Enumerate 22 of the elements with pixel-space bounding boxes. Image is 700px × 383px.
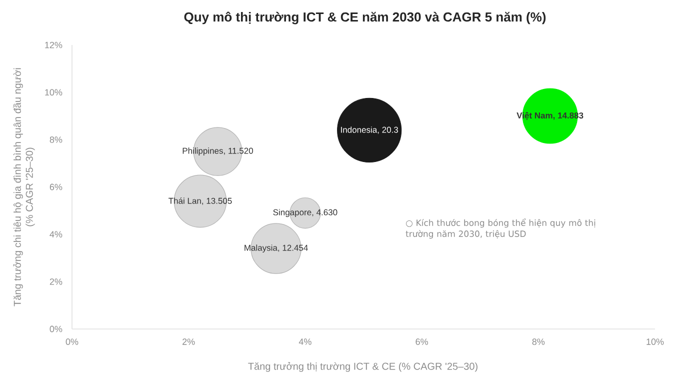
- y-tick-label: 4%: [50, 231, 62, 238]
- y-tick-label: 0%: [50, 326, 62, 332]
- y-tick-label: 6%: [50, 184, 62, 190]
- x-tick-label: 6%: [416, 338, 428, 345]
- data-label: Philippines, 11.520: [182, 148, 254, 156]
- x-tick-label: 10%: [646, 338, 664, 345]
- x-tick-label: 4%: [298, 338, 312, 345]
- x-tick-label: 0%: [66, 338, 78, 345]
- data-label: Indonesia, 20.3: [341, 126, 398, 134]
- x-axis-title: Tăng trưởng thị trường ICT & CE (% CAGR '25–30): [248, 362, 478, 372]
- x-tick-label: 2%: [182, 338, 195, 345]
- x-tick-label: 8%: [532, 338, 545, 345]
- y-tick-label: 10%: [45, 89, 62, 96]
- y-axis-title: Tăng trưởng chi tiêu hộ gia đình bình quân đầu người (% CAGR '25–30): [13, 68, 35, 306]
- chart-title: Quy mô thị trường ICT & CE năm 2030 và CAGR 5 năm (%): [184, 12, 546, 24]
- y-tick-label: 2%: [50, 278, 62, 285]
- data-label: Thái Lan, 13.505: [168, 198, 232, 205]
- y-tick-label: 8%: [50, 136, 62, 143]
- annotation: ○ Kích thước bong bóng thể hiện quy mô thị trường năm 2030, triệu USD: [406, 218, 596, 239]
- y-tick-label: 12%: [45, 42, 62, 48]
- data-label: Malaysia, 12.454: [244, 244, 308, 252]
- data-label: Singapore, 4.630: [273, 209, 338, 217]
